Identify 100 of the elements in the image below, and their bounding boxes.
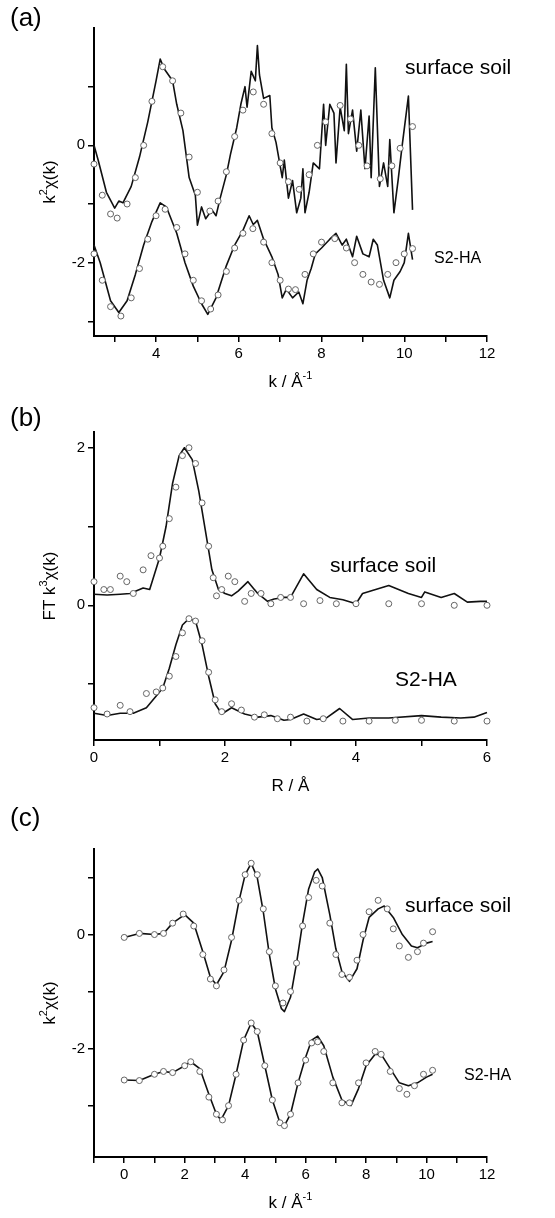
annotation: surface soil	[330, 552, 437, 576]
point	[126, 708, 134, 716]
point	[345, 973, 353, 981]
point	[280, 1122, 288, 1130]
point	[159, 542, 167, 550]
point	[107, 210, 115, 218]
point	[139, 566, 147, 574]
x-tick-label: 2	[220, 748, 230, 766]
point	[293, 959, 301, 967]
point	[351, 259, 359, 267]
point	[318, 882, 326, 890]
point	[386, 1067, 394, 1075]
point	[136, 265, 144, 273]
point	[159, 684, 167, 692]
point	[123, 578, 131, 586]
point	[222, 267, 230, 275]
point	[277, 593, 285, 601]
point	[205, 542, 213, 550]
point	[249, 225, 257, 233]
point	[410, 1082, 418, 1090]
point	[316, 597, 324, 605]
point	[212, 1110, 220, 1118]
point	[207, 305, 215, 313]
y-tick-label: 0	[76, 924, 85, 942]
point	[159, 63, 167, 71]
point	[165, 672, 173, 680]
annotation: S2-HA	[395, 666, 457, 690]
point	[409, 245, 417, 253]
point	[178, 452, 186, 460]
point	[384, 270, 392, 278]
point	[383, 905, 391, 913]
point	[295, 185, 303, 193]
point	[116, 701, 124, 709]
point	[299, 922, 307, 930]
point	[214, 197, 222, 205]
point	[239, 106, 247, 114]
point	[420, 1070, 428, 1078]
point	[198, 297, 206, 305]
point	[116, 572, 124, 580]
point	[90, 250, 98, 258]
point	[192, 617, 200, 625]
point	[268, 130, 276, 138]
point	[367, 278, 375, 286]
point	[331, 235, 339, 243]
point	[346, 115, 354, 123]
point	[206, 207, 214, 215]
point	[120, 1076, 128, 1084]
point	[257, 589, 265, 597]
point	[342, 244, 350, 252]
point	[169, 919, 177, 927]
point	[375, 280, 383, 288]
point	[409, 123, 417, 131]
point	[363, 162, 371, 170]
point	[276, 159, 284, 167]
point	[152, 688, 160, 696]
point	[287, 713, 294, 721]
point	[212, 982, 220, 990]
x-tick-label: 4	[240, 1165, 250, 1183]
point	[355, 1079, 363, 1087]
point	[338, 970, 346, 978]
point	[98, 191, 106, 199]
point	[218, 586, 226, 594]
chart-title: (a)	[10, 2, 42, 33]
point	[156, 554, 163, 562]
point	[90, 578, 98, 586]
x-tick-label: 10	[395, 344, 413, 362]
point	[319, 715, 327, 723]
point	[389, 925, 397, 933]
point	[400, 250, 408, 258]
point	[273, 715, 281, 723]
point	[338, 1099, 346, 1107]
point	[392, 259, 400, 267]
point	[231, 578, 239, 586]
point	[192, 460, 200, 468]
point	[395, 1085, 403, 1093]
point	[313, 141, 321, 149]
point	[231, 133, 239, 141]
point	[152, 212, 160, 220]
point	[314, 1038, 322, 1046]
point	[237, 706, 245, 714]
point	[117, 312, 125, 320]
x-tick-label: 8	[317, 344, 326, 362]
point	[231, 244, 239, 252]
y-tick-label: 0	[76, 135, 85, 153]
point	[396, 144, 404, 152]
x-tick-label: 0	[120, 1165, 129, 1183]
point	[107, 303, 115, 311]
point	[267, 600, 275, 608]
point	[418, 600, 425, 608]
point	[305, 893, 313, 901]
annotation: S2-HA	[434, 249, 482, 267]
x-tick-label: 6	[301, 1165, 310, 1183]
point	[385, 600, 393, 608]
point	[196, 1067, 204, 1075]
point	[165, 515, 173, 523]
point	[261, 1062, 269, 1070]
point	[214, 291, 222, 299]
point	[260, 238, 268, 246]
point	[253, 871, 261, 879]
point	[161, 205, 169, 213]
